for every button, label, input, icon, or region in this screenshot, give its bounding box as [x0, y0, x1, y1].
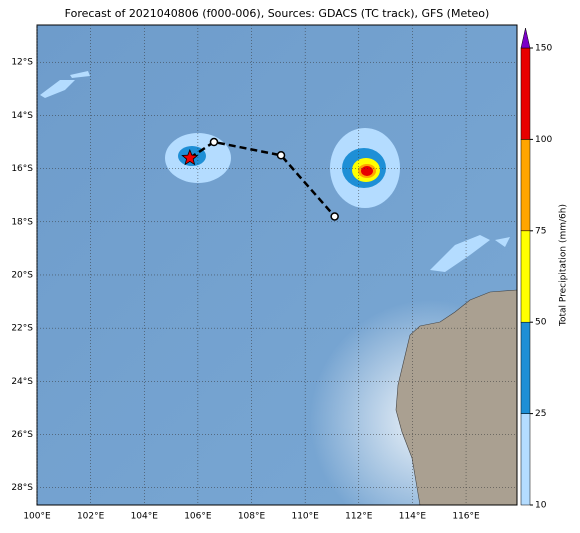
colorbar-tick-label: 100	[535, 135, 552, 145]
track-point	[330, 212, 339, 221]
lon-label: 108°E	[238, 512, 266, 522]
title: Forecast of 2021040806 (f000-006), Sourc…	[65, 7, 490, 20]
lon-label: 116°E	[452, 512, 480, 522]
lon-label: 106°E	[184, 512, 212, 522]
colorbar-tick-label: 150	[535, 44, 552, 54]
map	[37, 25, 517, 505]
colorbar-segment	[520, 139, 531, 232]
colorbar-tick-label: 25	[535, 409, 546, 419]
track-point	[276, 151, 286, 160]
track-line	[189, 140, 336, 218]
lat-label: 14°S	[11, 111, 33, 121]
lon-label: 110°E	[291, 512, 319, 522]
colorbar-segment	[520, 47, 531, 140]
lon-label: 112°E	[345, 512, 373, 522]
lat-label: 26°S	[11, 430, 33, 440]
lat-label: 20°S	[11, 270, 33, 280]
current-position	[181, 148, 199, 166]
lon-label: 104°E	[131, 512, 159, 522]
colorbar-tick-label: 50	[535, 318, 547, 328]
lat-label: 22°S	[11, 324, 33, 334]
lon-label: 100°E	[23, 512, 51, 522]
lat-label: 28°S	[11, 483, 33, 493]
lat-label: 16°S	[11, 164, 33, 174]
lat-label: 24°S	[11, 377, 33, 387]
colorbar-segment	[520, 413, 531, 506]
colorbar-tick-label: 75	[535, 226, 546, 236]
lat-label: 12°S	[11, 58, 33, 68]
lon-label: 102°E	[77, 512, 105, 522]
colorbar-extend	[520, 27, 531, 49]
lat-label: 18°S	[11, 217, 33, 227]
colorbar-segment	[520, 321, 531, 414]
track-point	[209, 137, 219, 147]
colorbar-tick-label: 10	[535, 501, 547, 511]
colorbar-label: Total Precipitation (mm/6h)	[559, 204, 569, 327]
colorbar-segment	[520, 230, 531, 323]
lon-label: 114°E	[399, 512, 427, 522]
